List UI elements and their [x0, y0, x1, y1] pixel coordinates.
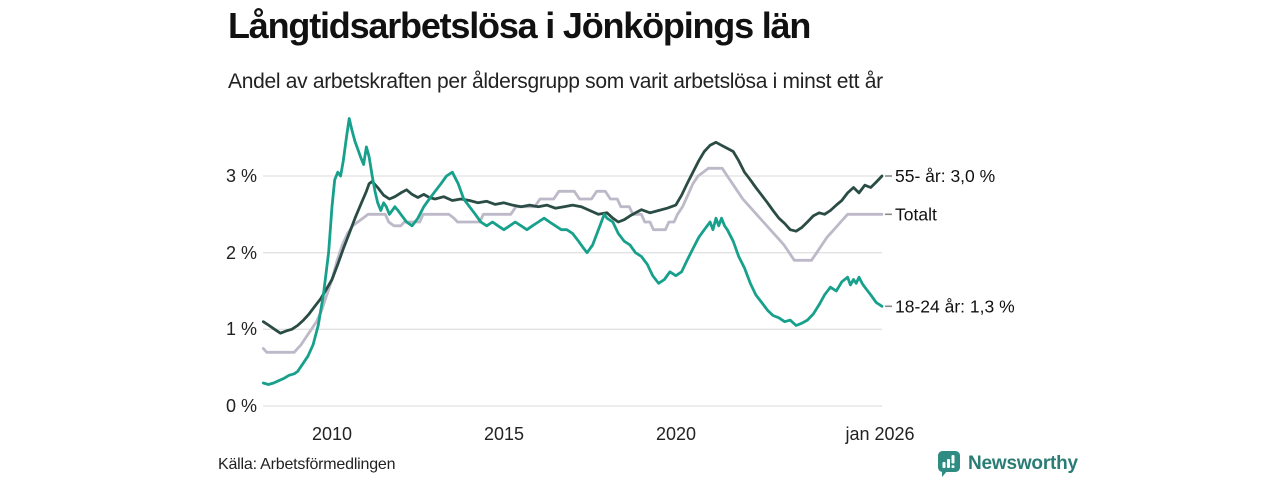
brand-name: Newsworthy — [968, 452, 1078, 474]
newsworthy-bars-icon — [938, 451, 960, 477]
y-tick-label-1: 1 % — [226, 319, 257, 339]
series-end-label-totalt: Totalt — [895, 204, 937, 224]
y-tick-label-0: 0 % — [226, 396, 257, 416]
series-end-label-55-ar: 55- år: 3,0 % — [895, 166, 995, 186]
chart-subtitle: Andel av arbetskraften per åldersgrupp s… — [228, 70, 883, 93]
x-tick-label-2015: 2015 — [484, 424, 524, 444]
newsworthy-logo: Newsworthy — [937, 450, 1078, 477]
source-note: Källa: Arbetsförmedlingen — [218, 456, 396, 473]
series-end-label-18-24-ar: 18-24 år: 1,3 % — [895, 296, 1015, 316]
series-lines — [261, 117, 884, 386]
y-tick-label-3: 3 % — [226, 166, 257, 186]
gridlines — [263, 175, 882, 407]
series-line-18-24-ar — [261, 117, 884, 386]
series-end-labels: Totalt 55- år: 3,0 % 18-24 år: 1,3 % — [885, 166, 1015, 316]
x-tick-label-2020: 2020 — [656, 424, 696, 444]
x-tick-label-2010: 2010 — [312, 424, 352, 444]
y-tick-label-2: 2 % — [226, 243, 257, 263]
series-line-totalt — [261, 166, 884, 354]
x-tick-label-jan-2026: jan 2026 — [844, 424, 914, 444]
chart-title: Långtidsarbetslösa i Jönköpings län — [228, 5, 811, 46]
series-line-55-ar — [261, 140, 884, 335]
